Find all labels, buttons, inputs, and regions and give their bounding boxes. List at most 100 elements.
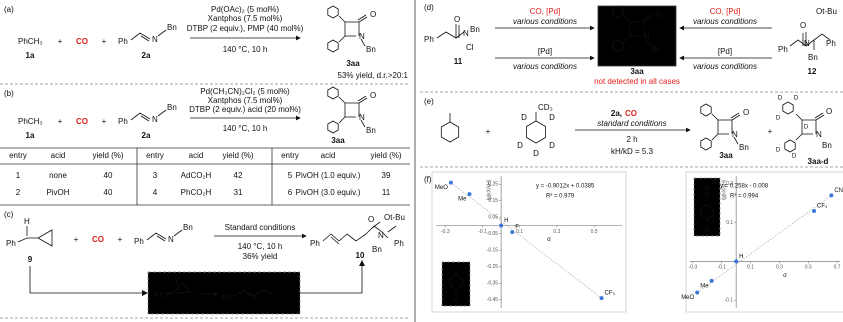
- y-tick-label: 0.25: [488, 182, 498, 188]
- label: various conditions: [693, 17, 757, 26]
- point-label: H: [504, 218, 508, 224]
- point-label: CF₃: [605, 291, 616, 297]
- bond: [17, 226, 53, 247]
- point: [734, 259, 739, 264]
- panel-label: (e): [424, 97, 434, 106]
- label: O: [368, 215, 374, 224]
- label: 2a: [142, 51, 151, 60]
- point: [599, 296, 604, 301]
- label: Bn: [183, 223, 193, 232]
- trend-line: [697, 195, 832, 293]
- y-tick-label: 0.2: [726, 181, 733, 187]
- condition: Xantphos (7.5 mol%): [208, 14, 283, 23]
- inset-box: [441, 261, 471, 307]
- x-axis-label: σ: [783, 273, 787, 279]
- point-label: MeO: [681, 295, 694, 301]
- bond: [440, 113, 460, 143]
- y-tick-label: 0.05: [488, 215, 498, 221]
- label: N: [804, 39, 810, 48]
- label: +: [118, 235, 123, 244]
- table-cell: 40: [104, 188, 113, 197]
- bond: [130, 109, 167, 122]
- condition: DTBP (2 equiv.), PMP (40 mol%): [187, 24, 304, 33]
- label: 9: [28, 255, 33, 264]
- table-header: acid: [189, 151, 204, 160]
- label: CO: [76, 117, 88, 126]
- point: [510, 230, 515, 235]
- bond: [449, 268, 463, 296]
- bond: [327, 86, 339, 100]
- panel-label: (c): [4, 210, 14, 219]
- trend-line: [450, 182, 602, 299]
- bond: [322, 221, 397, 245]
- label: +: [74, 235, 79, 244]
- bond: [146, 229, 183, 242]
- bond: [130, 29, 167, 42]
- panel-label: (a): [4, 5, 14, 14]
- point: [467, 192, 472, 197]
- table-header: entry: [281, 151, 299, 160]
- label: D: [778, 96, 783, 102]
- point: [812, 208, 817, 213]
- condition: Xantphos (7.5 mol%): [208, 96, 283, 105]
- table-cell: 39: [382, 171, 391, 180]
- bond: [165, 277, 275, 300]
- label: O: [655, 10, 661, 19]
- condition: 140 °C, 10 h: [238, 242, 283, 251]
- point-label: MeO: [435, 185, 448, 191]
- table-rule: [0, 147, 410, 206]
- label: Bn: [366, 126, 376, 135]
- x-tick-label: 0.1: [516, 229, 523, 235]
- label: Ph: [118, 117, 128, 126]
- condition: Pd(OAc)₂ (5 mol%): [211, 5, 279, 14]
- bond: [327, 120, 339, 134]
- table-cell: none: [49, 171, 67, 180]
- label: 2a,: [611, 109, 622, 118]
- condition: DTBP (2 equiv.) acid (20 mol%): [189, 105, 301, 114]
- label: Bn: [808, 53, 818, 62]
- table-header: yield (%): [222, 151, 253, 160]
- bond: [338, 14, 368, 47]
- label: Ph: [310, 239, 320, 248]
- label: D: [804, 125, 809, 131]
- label: 3aa: [346, 59, 360, 68]
- label: 12: [808, 67, 817, 76]
- table-cell: 31: [234, 188, 243, 197]
- label: CO: [625, 109, 637, 118]
- bond: [700, 137, 712, 151]
- label: Ot-Bu: [816, 7, 837, 16]
- table-cell: PivOH (1.0 equiv.): [296, 171, 361, 180]
- x-tick-label: 0.5: [591, 229, 598, 235]
- label: 1a: [26, 51, 35, 60]
- label: O: [454, 15, 460, 24]
- label: various conditions: [513, 62, 577, 71]
- arrowhead: [359, 260, 365, 266]
- label: D: [549, 141, 555, 150]
- table-cell: PivOH (3.0 equiv.): [296, 188, 361, 197]
- table-header: yield (%): [370, 151, 401, 160]
- label: Ph: [118, 37, 128, 46]
- label: 3aa: [719, 151, 733, 160]
- label: 2a: [142, 131, 151, 140]
- table-cell: AdCO₂H: [181, 171, 212, 180]
- label: Bn: [167, 103, 177, 112]
- label: PhCH₃: [18, 37, 43, 46]
- bond: [327, 5, 339, 19]
- bond: [612, 39, 624, 53]
- bond: [338, 95, 368, 128]
- label: N: [644, 32, 650, 41]
- y-tick-label: 0.15: [488, 198, 498, 204]
- yield: 53% yield, d.r.>20:1: [338, 71, 409, 80]
- y-tick-label: -0.05: [487, 231, 499, 237]
- label: Bn: [739, 143, 749, 152]
- table-cell: 40: [104, 171, 113, 180]
- label: R: [454, 299, 459, 305]
- label: [Pd]: [538, 47, 552, 56]
- label: N: [152, 35, 158, 44]
- label: +: [58, 37, 63, 46]
- label: Bn: [822, 141, 832, 150]
- label: O: [370, 10, 376, 19]
- point-label: CN: [834, 188, 843, 194]
- label: CO, [Pd]: [530, 7, 561, 16]
